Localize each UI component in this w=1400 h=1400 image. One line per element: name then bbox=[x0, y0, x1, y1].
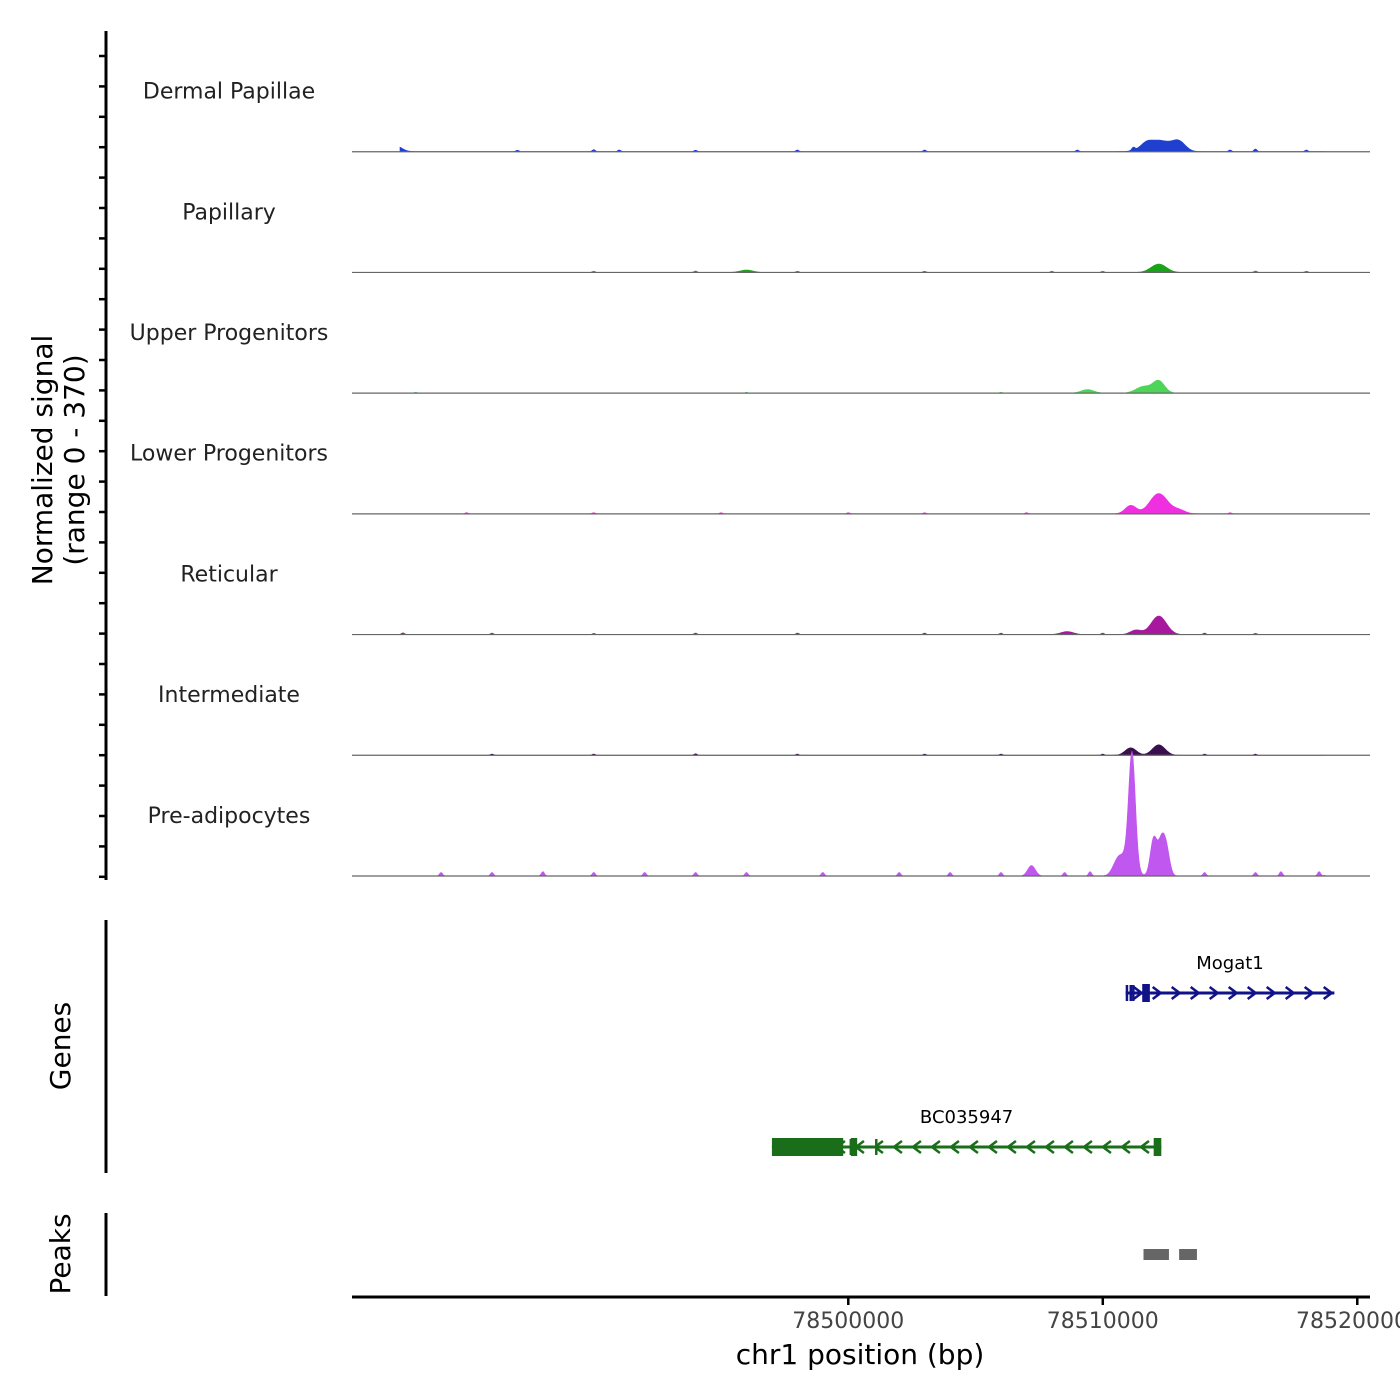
x-tick-label: 78500000 bbox=[792, 1309, 904, 1334]
track-label: Papillary bbox=[182, 200, 276, 225]
strand-arrow bbox=[1170, 986, 1182, 1000]
coverage-area bbox=[399, 615, 1325, 635]
strand-arrow bbox=[1100, 1140, 1112, 1154]
strand-arrow bbox=[872, 1140, 884, 1154]
gene-exon bbox=[1142, 984, 1150, 1002]
strand-arrow bbox=[1119, 1140, 1131, 1154]
strand-arrow bbox=[948, 1140, 960, 1154]
strand-arrow bbox=[777, 1140, 789, 1154]
track-label: Pre-adipocytes bbox=[148, 804, 311, 829]
x-axis-ticks: 78500000 78510000 78520000 bbox=[792, 1297, 1400, 1334]
track-label: Reticular bbox=[180, 562, 278, 587]
track-reticular: Reticular bbox=[180, 562, 1370, 636]
strand-arrow bbox=[967, 1140, 979, 1154]
gene-exon bbox=[1153, 1138, 1162, 1156]
track-papillary: Papillary bbox=[182, 200, 1370, 274]
gene-bc035947: BC035947 bbox=[771, 1107, 1162, 1156]
strand-arrow bbox=[986, 1140, 998, 1154]
coverage-area bbox=[399, 139, 1325, 152]
peak-region bbox=[1143, 1249, 1169, 1260]
peaks-panel: Peaks bbox=[44, 1213, 1197, 1296]
genes-panel: Genes Mogat1 BC035947 bbox=[44, 920, 1335, 1173]
strand-arrow bbox=[1322, 986, 1334, 1000]
coverage-area bbox=[400, 379, 1325, 394]
strand-arrow bbox=[796, 1140, 808, 1154]
gene-mogat1: Mogat1 bbox=[1125, 953, 1335, 1002]
coverage-y-ticks bbox=[99, 54, 106, 879]
strand-arrow bbox=[1189, 986, 1201, 1000]
coverage-y-label-line1: Normalized signal bbox=[26, 335, 59, 586]
peak-region bbox=[1179, 1249, 1197, 1260]
strand-arrow bbox=[1132, 986, 1144, 1000]
strand-arrow bbox=[834, 1140, 846, 1154]
track-label: Upper Progenitors bbox=[130, 321, 329, 346]
strand-arrow bbox=[853, 1140, 865, 1154]
track-label: Dermal Papillae bbox=[143, 80, 315, 105]
strand-arrow bbox=[1062, 1140, 1074, 1154]
genes-y-label: Genes bbox=[44, 1002, 77, 1090]
coverage-y-label-line2: (range 0 - 370) bbox=[58, 354, 91, 565]
peak-regions bbox=[1143, 1249, 1197, 1260]
gene-label: BC035947 bbox=[920, 1107, 1013, 1128]
strand-arrow bbox=[1151, 986, 1163, 1000]
coverage-area bbox=[400, 493, 1325, 515]
x-axis: 78500000 78510000 78520000 chr1 position (… bbox=[352, 1295, 1400, 1371]
coverage-area bbox=[400, 263, 1325, 273]
x-axis-label: chr1 position (bp) bbox=[736, 1338, 985, 1371]
gene-label: Mogat1 bbox=[1196, 953, 1264, 974]
coverage-area bbox=[400, 751, 1326, 877]
strand-arrow bbox=[1303, 986, 1315, 1000]
strand-arrow bbox=[1081, 1140, 1093, 1154]
strand-arrow bbox=[910, 1140, 922, 1154]
strand-arrow bbox=[929, 1140, 941, 1154]
coverage-tracks: Dermal Papillae Papillary Upper Progenitor… bbox=[130, 80, 1370, 877]
strand-arrow bbox=[815, 1140, 827, 1154]
strand-arrow bbox=[1246, 986, 1258, 1000]
track-intermediate: Intermediate bbox=[158, 683, 1370, 756]
peaks-y-label: Peaks bbox=[44, 1213, 77, 1294]
coverage-panel: Normalized signal (range 0 - 370) Dermal… bbox=[26, 31, 1370, 880]
strand-arrow bbox=[891, 1140, 903, 1154]
strand-arrow bbox=[1284, 986, 1296, 1000]
gene-exon bbox=[771, 1138, 844, 1156]
track-lower-progenitors: Lower Progenitors bbox=[130, 442, 1370, 515]
track-label: Intermediate bbox=[158, 683, 300, 708]
strand-arrow bbox=[1024, 1140, 1036, 1154]
strand-arrow bbox=[1208, 986, 1220, 1000]
strand-arrow bbox=[1227, 986, 1239, 1000]
x-tick-label: 78520000 bbox=[1296, 1309, 1400, 1334]
strand-arrow bbox=[1043, 1140, 1055, 1154]
strand-arrow bbox=[1265, 986, 1277, 1000]
track-upper-progenitors: Upper Progenitors bbox=[130, 321, 1370, 394]
track-label: Lower Progenitors bbox=[130, 442, 328, 467]
strand-arrow bbox=[1138, 1140, 1150, 1154]
gene-models: Mogat1 BC035947 bbox=[771, 953, 1335, 1156]
x-tick-label: 78510000 bbox=[1047, 1309, 1159, 1334]
track-dermal-papillae: Dermal Papillae bbox=[143, 80, 1370, 153]
strand-arrow bbox=[1005, 1140, 1017, 1154]
track-pre-adipocytes: Pre-adipocytes bbox=[148, 751, 1370, 877]
coverage-area bbox=[400, 744, 1325, 756]
